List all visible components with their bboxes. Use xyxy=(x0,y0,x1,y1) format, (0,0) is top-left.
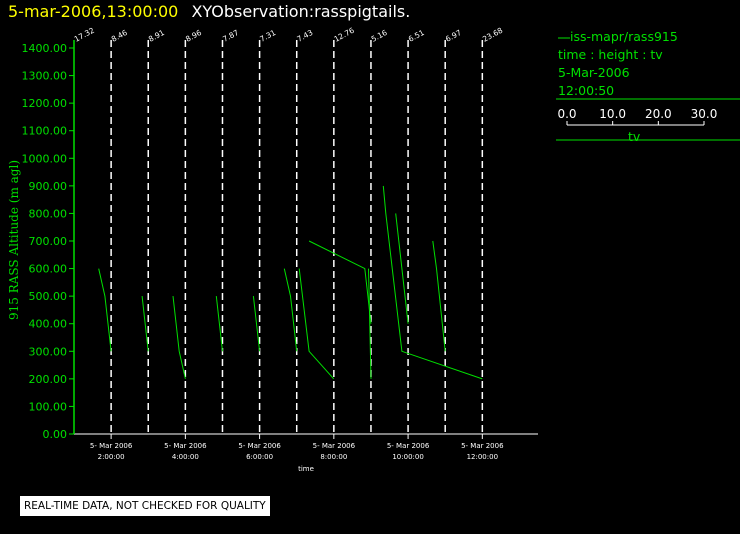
profile-label: 8.46 xyxy=(110,28,129,44)
profile-label: 17.32 xyxy=(73,26,96,44)
series-line xyxy=(98,268,112,352)
y-tick-label: 300.00 xyxy=(29,345,68,358)
x-tick-time: 6:00:00 xyxy=(246,453,273,461)
x-tick-labels: 5- Mar 2006 2:00:00 5- Mar 2006 4:00:00 5- M… xyxy=(90,434,504,461)
x-axis-label: time xyxy=(298,465,314,473)
x-tick-date: 5- Mar 2006 xyxy=(313,442,356,450)
legend-series-label: iss-mapr/rass915 xyxy=(570,29,678,44)
series-line xyxy=(141,296,149,352)
series-line xyxy=(252,296,261,352)
chart-axes xyxy=(73,40,538,435)
y-tick-label: 800.00 xyxy=(29,207,68,220)
y-tick-label: 200.00 xyxy=(29,373,68,386)
x-tick-date: 5- Mar 2006 xyxy=(461,442,504,450)
y-axis-label: 915 RASS Altitude (m agl) xyxy=(7,160,21,320)
y-tick-label: 700.00 xyxy=(29,235,68,248)
legend-scale-tick-label: 10.0 xyxy=(599,107,626,121)
x-tick-time: 10:00:00 xyxy=(392,453,423,461)
series-line xyxy=(432,240,446,352)
data-series xyxy=(98,185,483,380)
x-tick-date: 5- Mar 2006 xyxy=(238,442,281,450)
profile-label: 12.76 xyxy=(333,26,356,44)
legend-scale-tick-label: 0.0 xyxy=(557,107,576,121)
profile-label: 7.43 xyxy=(295,28,314,44)
y-tick-label: 600.00 xyxy=(29,263,68,276)
series-line xyxy=(382,185,483,380)
profile-label: 7.31 xyxy=(258,28,277,44)
profile-label: 8.91 xyxy=(147,28,166,44)
y-tick-label: 0.00 xyxy=(43,428,68,441)
quality-notice: REAL-TIME DATA, NOT CHECKED FOR QUALITY xyxy=(20,496,270,516)
y-tick-label: 1300.00 xyxy=(22,70,68,83)
header-datetime: 5-mar-2006,13:00:00 xyxy=(8,2,179,21)
legend-scale-tick-label: 30.0 xyxy=(691,107,718,121)
profile-label: 8.96 xyxy=(184,28,203,44)
profile-label: 23.68 xyxy=(481,26,504,44)
y-tick-label: 900.00 xyxy=(29,180,68,193)
profile-label: 7.87 xyxy=(221,28,240,44)
legend: 0.0 10.0 20.0 30.0 iss-mapr/rass915 time : … xyxy=(556,28,740,144)
y-tick-label: 1200.00 xyxy=(22,97,68,110)
series-line xyxy=(215,296,223,352)
series-line xyxy=(395,213,409,324)
profile-lines: 17.32 8.46 8.91 8.96 7.87 7.31 7.43 12.76 5.16 6.… xyxy=(73,26,504,434)
x-tick-time: 2:00:00 xyxy=(98,453,125,461)
y-tick-label: 100.00 xyxy=(29,400,68,413)
legend-scale-ticks: 0.0 10.0 20.0 30.0 xyxy=(557,107,717,125)
legend-time: 12:00:50 xyxy=(558,83,615,98)
legend-date: 5-Mar-2006 xyxy=(558,65,630,80)
x-tick-date: 5- Mar 2006 xyxy=(164,442,207,450)
x-tick-date: 5- Mar 2006 xyxy=(90,442,133,450)
y-tick-label: 1100.00 xyxy=(22,125,68,138)
header-title: XYObservation:rasspigtails. xyxy=(191,2,411,21)
x-tick-date: 5- Mar 2006 xyxy=(387,442,430,450)
series-line xyxy=(283,268,298,352)
legend-fields: time : height : tv xyxy=(558,47,663,62)
series-line xyxy=(172,296,186,380)
y-tick-label: 1400.00 xyxy=(22,42,68,55)
chart-header: 5-mar-2006,13:00:00 XYObservation:rasspi… xyxy=(8,2,410,21)
legend-scale-tick-label: 20.0 xyxy=(645,107,672,121)
x-tick-time: 8:00:00 xyxy=(320,453,347,461)
series-line xyxy=(368,268,372,379)
y-tick-label: 400.00 xyxy=(29,318,68,331)
y-tick-labels: 0.00 100.00 200.00 300.00 400.00 500.00 600.00… xyxy=(22,42,74,441)
series-line xyxy=(308,240,372,324)
series-line xyxy=(298,268,335,380)
y-tick-label: 1000.00 xyxy=(22,152,68,165)
legend-scale-label: tv xyxy=(628,129,641,144)
y-tick-label: 500.00 xyxy=(29,290,68,303)
profile-label: 6.97 xyxy=(444,28,463,44)
x-tick-time: 12:00:00 xyxy=(467,453,498,461)
profile-label: 5.16 xyxy=(370,28,389,44)
profile-label: 6.51 xyxy=(407,28,426,44)
x-tick-time: 4:00:00 xyxy=(172,453,199,461)
